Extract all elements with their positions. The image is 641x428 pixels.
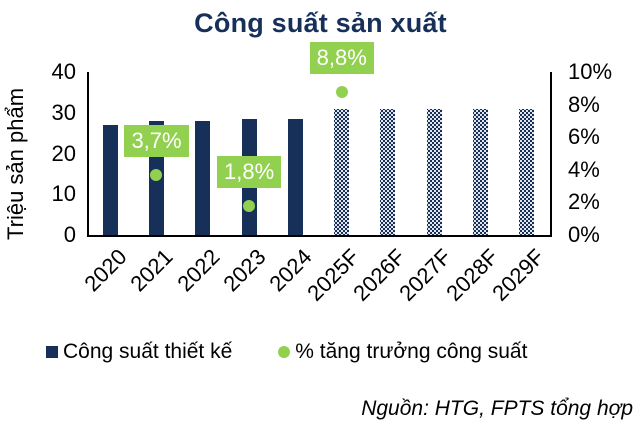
right-axis-tick: 2% xyxy=(568,189,600,215)
legend-item-capacity: Công suất thiết kế xyxy=(46,340,232,364)
x-axis-tick: 2029F xyxy=(487,244,549,306)
x-axis-tick: 2020 xyxy=(79,244,132,297)
capacity-bar xyxy=(287,118,303,235)
left-axis-tick: 40 xyxy=(51,59,76,84)
chart-title: Công suất sản xuất xyxy=(194,8,447,38)
source-note: Nguồn: HTG, FPTS tổng hợp xyxy=(361,397,633,420)
legend: Công suất thiết kế % tăng trưởng công su… xyxy=(46,340,573,364)
right-axis-tick: 4% xyxy=(568,156,600,182)
legend-label-growth: % tăng trưởng công suất xyxy=(295,340,528,363)
capacity-bar xyxy=(380,108,396,235)
x-axis-tick: 2027F xyxy=(394,244,457,306)
left-axis-tick: 10 xyxy=(51,181,76,207)
growth-point xyxy=(335,85,348,98)
x-axis-tick: 2023 xyxy=(218,244,271,297)
x-axis-tick: 2026F xyxy=(348,244,411,306)
capacity-bar xyxy=(195,120,211,235)
capacity-bar xyxy=(473,108,489,235)
x-axis-tick: 2028F xyxy=(440,244,503,306)
left-axis-line xyxy=(87,72,89,236)
x-axis-tick: 2021 xyxy=(125,244,179,297)
square-swatch-icon xyxy=(46,346,58,358)
y-axis-label: Triệu sản phẩm xyxy=(3,87,28,240)
left-axis-tick: 30 xyxy=(51,99,76,125)
capacity-bar xyxy=(334,108,350,235)
right-axis-tick: 6% xyxy=(568,124,600,150)
growth-data-label: 8,8% xyxy=(309,41,374,74)
right-axis-tick: 10% xyxy=(568,59,613,84)
right-axis-tick: 0% xyxy=(568,222,600,247)
legend-item-growth: % tăng trưởng công suất xyxy=(278,340,527,364)
growth-data-label: 1,8% xyxy=(217,155,282,188)
capacity-bar xyxy=(519,108,535,235)
x-axis-tick: 2022 xyxy=(172,244,225,297)
legend-label-capacity: Công suất thiết kế xyxy=(63,340,233,363)
x-axis-line xyxy=(87,235,552,237)
x-axis-tick: 2025F xyxy=(301,244,364,306)
capacity-bar xyxy=(102,124,118,235)
growth-data-label: 3,7% xyxy=(124,124,189,157)
right-axis-line xyxy=(550,72,552,236)
growth-point xyxy=(243,199,256,212)
left-axis-tick: 0 xyxy=(63,222,76,247)
growth-point xyxy=(150,168,163,181)
left-axis-tick: 20 xyxy=(51,140,76,166)
right-axis-tick: 8% xyxy=(568,91,600,117)
capacity-bar xyxy=(426,108,442,235)
circle-swatch-icon xyxy=(278,346,291,358)
